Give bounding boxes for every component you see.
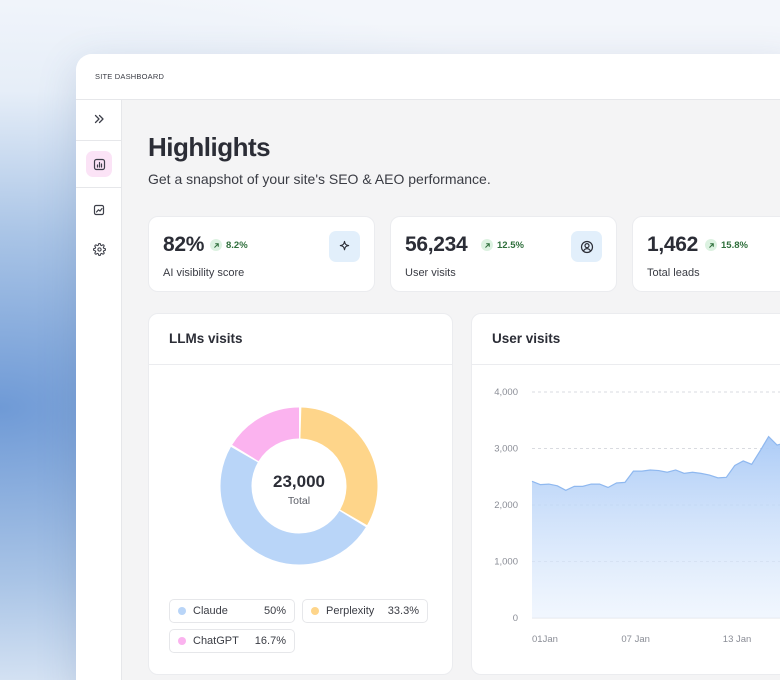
stat-label: Total leads	[647, 267, 700, 279]
y-tick-label: 4,000	[494, 387, 518, 398]
donut-total-value: 23,000	[273, 472, 325, 491]
panel-title: User visits	[492, 331, 561, 346]
stat-label: AI visibility score	[163, 267, 245, 279]
sidebar-item-settings[interactable]	[86, 236, 112, 262]
user-circle-icon	[571, 231, 602, 262]
arrow-up-right-icon	[705, 239, 717, 251]
arrow-up-right-icon	[210, 239, 222, 251]
stat-delta: 15.8%	[705, 239, 748, 251]
y-tick-label: 1,000	[494, 557, 518, 568]
sidebar-item-analytics[interactable]	[86, 151, 112, 177]
series-line	[531, 435, 780, 491]
stat-value: 56,234	[405, 233, 468, 256]
legend-value: 16.7%	[254, 635, 286, 647]
legend-dot	[311, 607, 319, 615]
sidebar-divider	[76, 140, 121, 141]
dashboard-window: SITE DASHBOARD Highlights Get a snapshot…	[76, 54, 780, 680]
x-tick-label: 13 Jan	[723, 634, 752, 645]
x-tick-label: 01Jan	[532, 634, 558, 645]
sidebar-item-reports[interactable]	[86, 197, 112, 223]
bar-chart-icon	[93, 158, 105, 170]
sidebar	[76, 100, 122, 680]
chart-square-icon	[93, 204, 105, 216]
legend-item-claude[interactable]: Claude 50%	[169, 599, 295, 623]
area-fill	[532, 436, 780, 618]
y-tick-label: 3,000	[494, 444, 518, 455]
legend-item-chatgpt[interactable]: ChatGPT 16.7%	[169, 629, 295, 653]
legend-item-perplexity[interactable]: Perplexity 33.3%	[302, 599, 428, 623]
stat-card-ai-visibility[interactable]: 82% 8.2% AI visibility score	[148, 216, 375, 292]
stat-delta-value: 8.2%	[226, 239, 248, 251]
stat-value: 1,462	[647, 233, 699, 256]
y-tick-label: 2,000	[494, 500, 518, 511]
stat-delta: 12.5%	[481, 239, 524, 251]
panel-title: LLMs visits	[169, 331, 243, 346]
sidebar-divider	[76, 187, 121, 188]
title-bar: SITE DASHBOARD	[76, 54, 780, 100]
donut-slice-chatgpt[interactable]	[232, 407, 300, 462]
arrow-up-right-icon	[481, 239, 493, 251]
stat-delta: 8.2%	[210, 239, 248, 251]
donut-slice-perplexity[interactable]	[299, 407, 378, 526]
stat-delta-value: 12.5%	[497, 239, 524, 251]
sidebar-expand-button[interactable]	[86, 106, 112, 132]
user-visits-panel: User visits 0 1,000 2,000 3,000 4,000 01Jan 07…	[471, 313, 780, 675]
legend-label: ChatGPT	[193, 635, 239, 647]
llm-donut-chart: 23,000 Total	[220, 407, 378, 565]
y-tick-label: 0	[513, 613, 518, 624]
sparkle-icon	[329, 231, 360, 262]
legend-value: 33.3%	[387, 605, 419, 617]
legend-dot	[178, 607, 186, 615]
stat-label: User visits	[405, 267, 456, 279]
gear-icon	[92, 242, 106, 256]
stat-card-total-leads[interactable]: 1,462 15.8% Total leads	[632, 216, 780, 292]
llm-visits-panel: LLMs visits 23,000 Total Claude 50% Perp…	[148, 313, 453, 675]
page-title: Highlights	[148, 132, 271, 162]
stat-delta-value: 15.8%	[721, 239, 748, 251]
window-title: SITE DASHBOARD	[95, 72, 165, 81]
panel-divider	[149, 364, 452, 365]
legend-label: Perplexity	[326, 605, 375, 617]
panel-divider	[472, 364, 780, 365]
user-visits-area-chart: 0 1,000 2,000 3,000 4,000 01Jan 07 Jan 13 Jan	[494, 387, 780, 645]
stat-value: 82%	[163, 233, 205, 256]
donut-slice-claude[interactable]	[220, 446, 366, 565]
stat-card-user-visits[interactable]: 56,234 12.5% User visits	[390, 216, 617, 292]
x-tick-label: 07 Jan	[621, 634, 650, 645]
legend-dot	[178, 637, 186, 645]
page-subtitle: Get a snapshot of your site's SEO & AEO …	[148, 171, 491, 187]
donut-total-label: Total	[288, 495, 310, 507]
legend-value: 50%	[263, 605, 286, 617]
legend-label: Claude	[193, 605, 228, 617]
double-chevron-right-icon	[94, 114, 104, 124]
main-content: Highlights Get a snapshot of your site's…	[122, 100, 780, 680]
